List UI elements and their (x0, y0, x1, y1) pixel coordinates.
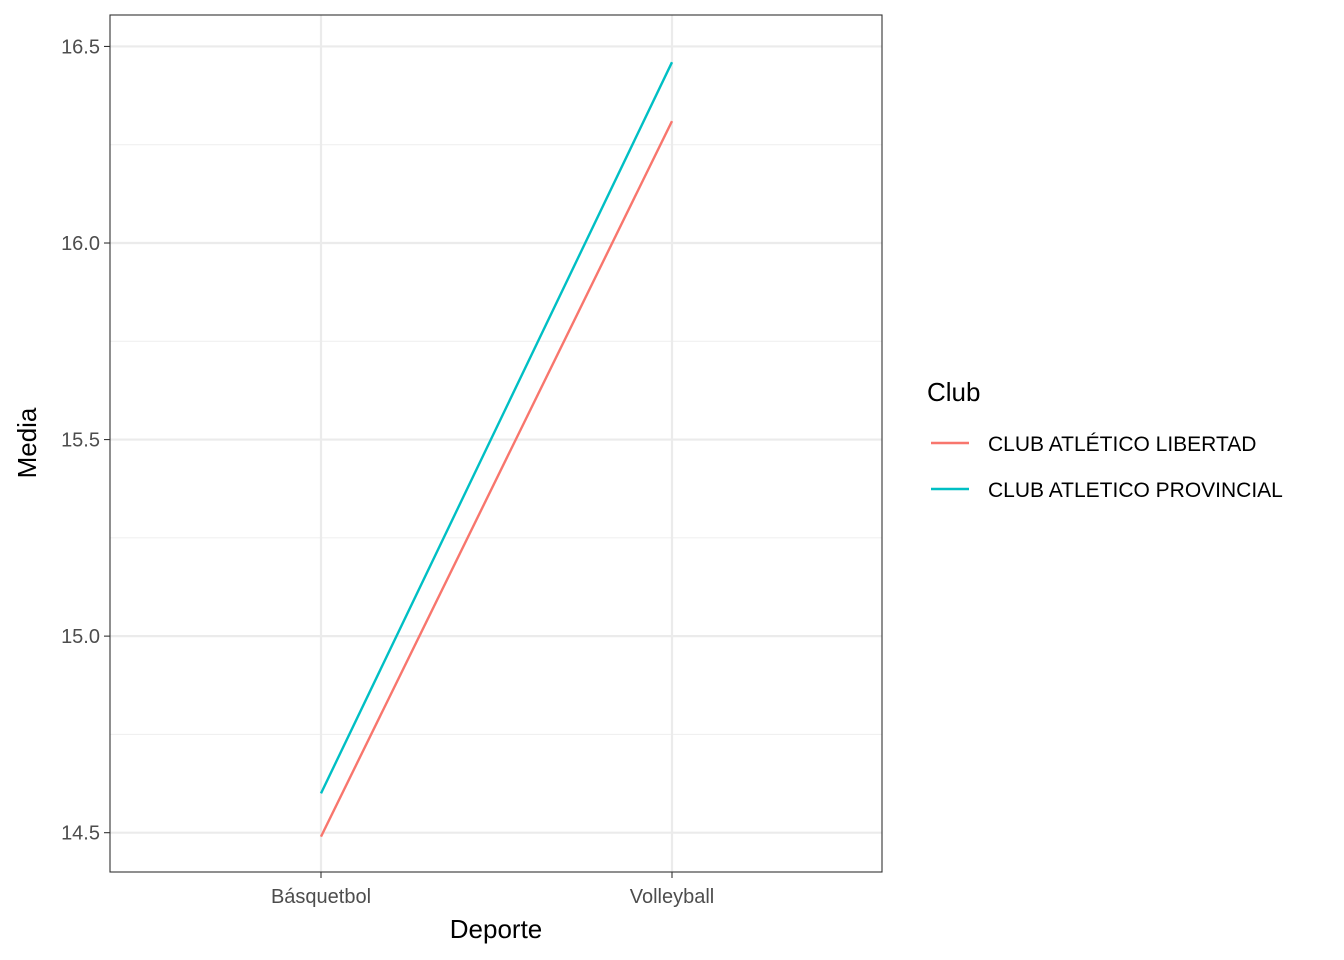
x-tick-label: Volleyball (630, 886, 715, 908)
y-tick-label: 16.5 (61, 36, 100, 58)
series-line (319, 120, 674, 838)
legend-items: CLUB ATLÉTICO LIBERTAD CLUB ATLETICO PROV… (931, 433, 1283, 502)
legend: Club CLUB ATLÉTICO LIBERTAD CLUB ATLETICO… (927, 377, 1283, 502)
panel-background (110, 15, 882, 872)
plot-panel (109, 14, 883, 873)
y-tick-label: 15.5 (61, 430, 100, 452)
y-axis-title: Media (12, 407, 42, 478)
legend-label: CLUB ATLETICO PROVINCIAL (988, 479, 1283, 502)
series-line (319, 61, 674, 794)
x-axis-title: Deporte (450, 914, 543, 944)
panel-border (109, 14, 883, 873)
minor-gridlines (110, 144, 882, 735)
y-axis: 14.5 15.0 15.5 16.0 16.5 (61, 36, 110, 845)
major-gridlines (110, 15, 882, 872)
series-lines (319, 61, 674, 838)
y-tick-label: 14.5 (61, 823, 100, 845)
legend-title: Club (927, 377, 980, 407)
x-tick-label: Básquetbol (271, 886, 371, 908)
y-tick-label: 15.0 (61, 626, 100, 648)
legend-label: CLUB ATLÉTICO LIBERTAD (988, 433, 1256, 456)
y-tick-label: 16.0 (61, 233, 100, 255)
x-axis: Básquetbol Volleyball (271, 872, 714, 908)
